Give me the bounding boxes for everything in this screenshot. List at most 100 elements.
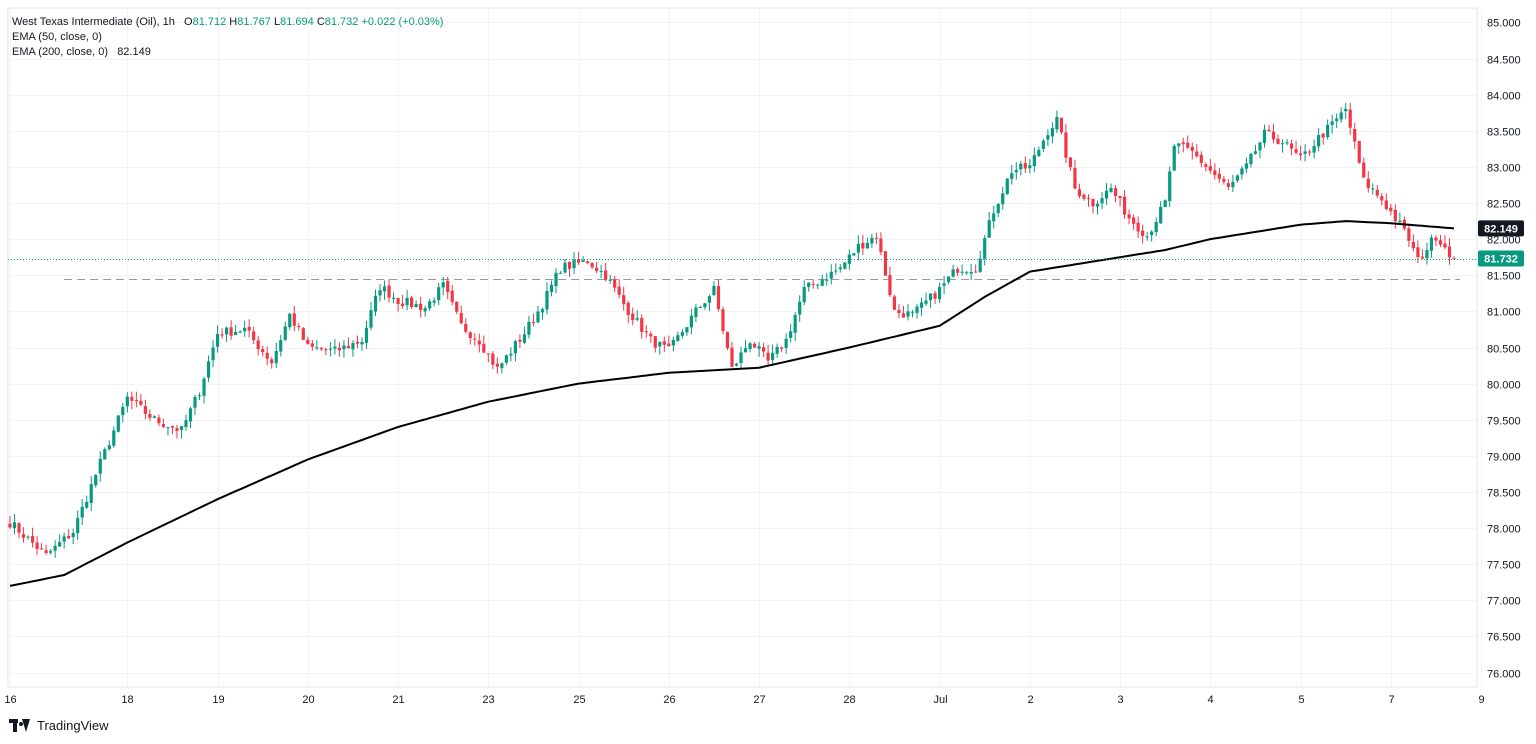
- candle: [807, 282, 811, 292]
- y-tick-label: 81.500: [1487, 271, 1521, 283]
- candle: [816, 283, 820, 290]
- candle: [71, 528, 75, 545]
- candle: [595, 261, 599, 274]
- candle: [1046, 129, 1050, 147]
- candle: [689, 308, 693, 335]
- candle: [1109, 183, 1113, 193]
- candle: [1181, 137, 1185, 153]
- candle: [784, 333, 788, 354]
- time-axis[interactable]: 16 18 19 20 21 23 25 26 27 28 Jul 2 3 4 5 7 9: [4, 694, 1484, 706]
- candle: [919, 297, 924, 316]
- price-axis[interactable]: 85.000 84.500 84.000 83.500 83.000 82.500 82.0…: [1487, 18, 1521, 681]
- candle: [58, 534, 62, 547]
- candle: [852, 253, 856, 256]
- legend-ema200-row[interactable]: EMA (200, close, 0) 82.149: [12, 45, 443, 60]
- candle: [789, 323, 793, 343]
- candle: [39, 543, 44, 550]
- candle: [1411, 234, 1415, 252]
- candle: [599, 264, 603, 279]
- candle: [518, 334, 522, 349]
- x-tick-label: 23: [482, 694, 494, 706]
- candle: [94, 474, 98, 488]
- legend-high-value: 81.767: [237, 16, 271, 28]
- candle: [1276, 134, 1280, 145]
- candle: [288, 312, 292, 331]
- y-tick-label: 77.500: [1487, 560, 1521, 572]
- candle: [1235, 174, 1239, 183]
- candle: [1028, 159, 1032, 174]
- candle: [703, 302, 707, 310]
- candle: [152, 415, 156, 419]
- candle: [184, 414, 188, 431]
- candle: [1010, 165, 1014, 185]
- candle: [112, 426, 116, 448]
- candle: [225, 326, 229, 342]
- candle: [775, 343, 779, 358]
- candle: [879, 232, 883, 256]
- candle: [473, 333, 477, 346]
- candle: [996, 203, 1000, 218]
- candle: [834, 263, 838, 275]
- candle: [658, 341, 662, 355]
- candle: [947, 276, 951, 285]
- x-tick-label: 5: [1298, 694, 1304, 706]
- candle: [130, 391, 134, 410]
- candle: [468, 331, 472, 345]
- candle: [861, 234, 865, 255]
- legend-low-value: 81.694: [280, 16, 314, 28]
- candle: [829, 264, 833, 285]
- candle: [170, 425, 175, 435]
- x-tick-label: 3: [1117, 694, 1123, 706]
- candle: [1294, 140, 1298, 155]
- candle: [35, 535, 39, 556]
- candle: [843, 261, 847, 270]
- candle: [1077, 183, 1082, 199]
- candle: [410, 295, 414, 310]
- candle: [491, 351, 495, 370]
- tradingview-brand[interactable]: TradingView: [9, 718, 109, 733]
- candle: [238, 329, 242, 333]
- candle: [495, 357, 499, 374]
- candle: [1068, 157, 1073, 171]
- candle: [748, 341, 752, 353]
- candle: [396, 297, 400, 312]
- candle: [1366, 171, 1370, 193]
- candle: [328, 342, 332, 357]
- candle: [558, 271, 563, 274]
- y-tick-label: 85.000: [1487, 18, 1521, 30]
- candle: [283, 321, 287, 342]
- candle: [229, 320, 233, 340]
- candle: [1001, 186, 1005, 210]
- candle: [432, 297, 436, 307]
- candle: [928, 293, 933, 308]
- candle: [292, 305, 296, 332]
- candle: [1434, 235, 1438, 247]
- candle: [838, 264, 842, 273]
- candle: [116, 415, 120, 433]
- candle: [98, 451, 102, 482]
- candle: [1050, 122, 1054, 144]
- legend-ema50-row[interactable]: EMA (50, close, 0): [12, 30, 443, 45]
- candle: [883, 251, 888, 276]
- candle: [1136, 216, 1140, 238]
- candle: [798, 295, 802, 322]
- candle: [337, 342, 342, 357]
- candle: [667, 335, 671, 347]
- candle: [1384, 193, 1388, 211]
- candle: [477, 333, 481, 353]
- candle: [1308, 149, 1312, 157]
- candle: [342, 340, 346, 358]
- legend-close-label: C: [316, 16, 325, 28]
- candle: [1258, 141, 1262, 159]
- candle: [1019, 160, 1023, 176]
- candle: [522, 326, 527, 345]
- y-tick-label: 79.500: [1487, 416, 1521, 428]
- candle: [721, 306, 725, 335]
- candle: [202, 376, 206, 404]
- candle: [694, 303, 698, 322]
- candle: [653, 335, 657, 353]
- candle: [44, 544, 48, 555]
- candle: [382, 280, 387, 300]
- candle: [279, 334, 283, 357]
